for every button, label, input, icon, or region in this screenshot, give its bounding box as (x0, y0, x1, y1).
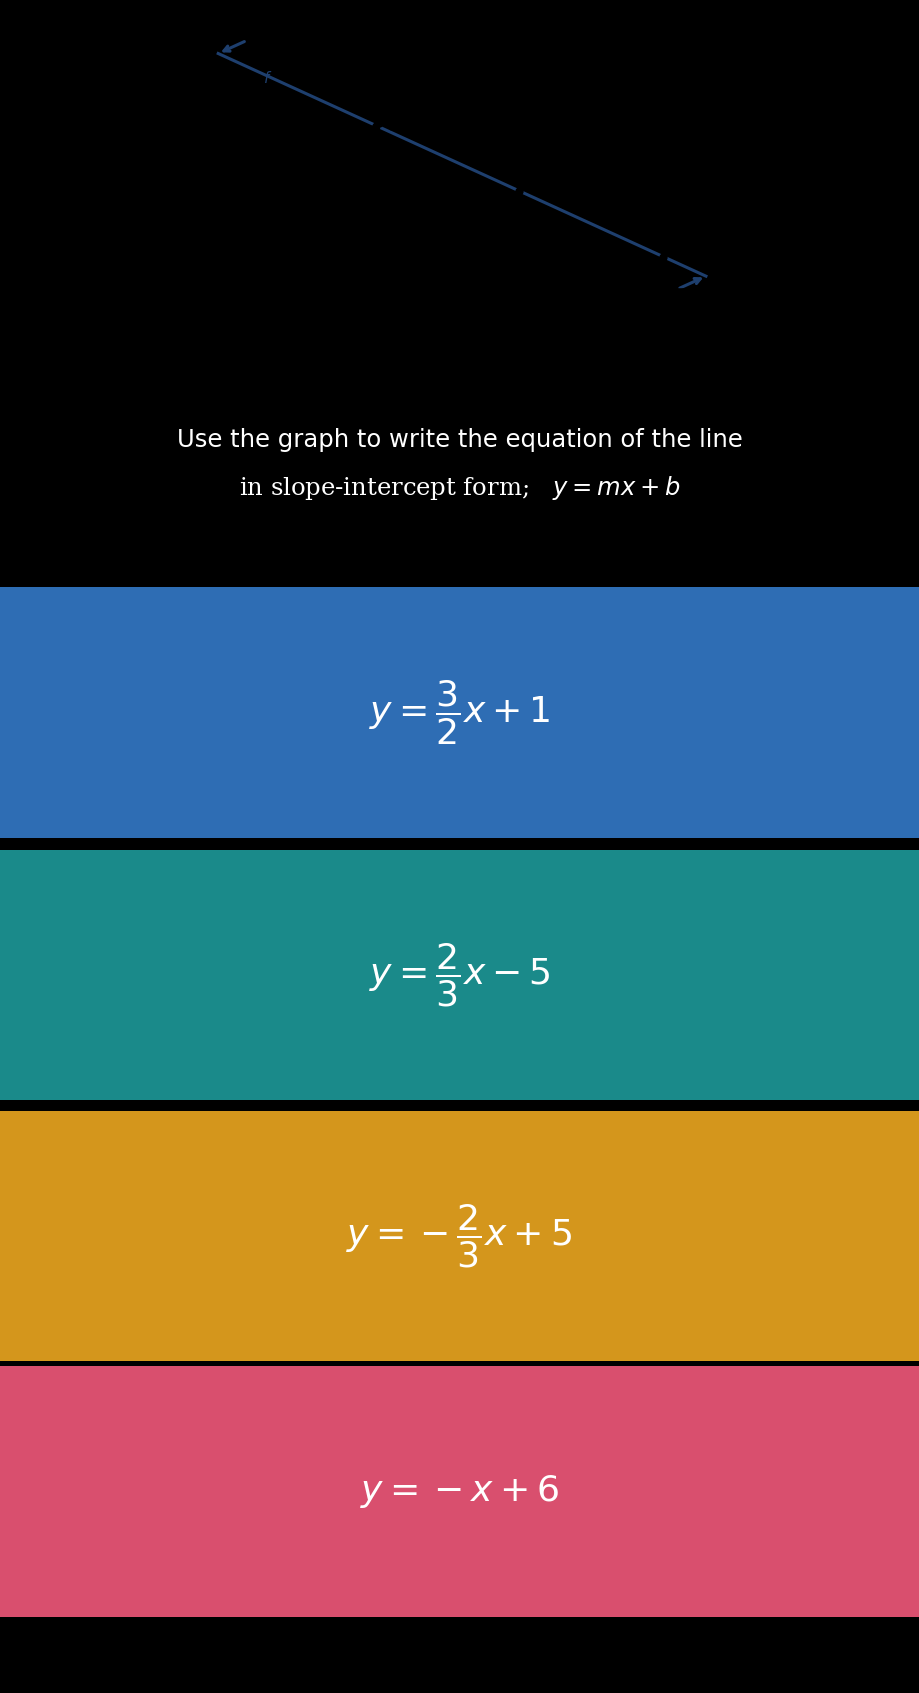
Text: 4: 4 (361, 154, 368, 163)
Text: f: f (264, 71, 269, 86)
Text: $y = -\dfrac{2}{3}x + 5$: $y = -\dfrac{2}{3}x + 5$ (346, 1202, 573, 1270)
Text: (6, 1): (6, 1) (670, 242, 700, 252)
Text: (3, 3): (3, 3) (529, 179, 559, 190)
Text: 3: 3 (361, 186, 368, 196)
Text: Use the graph to write the equation of the line: Use the graph to write the equation of t… (176, 428, 743, 452)
Text: 6: 6 (660, 301, 666, 312)
Text: 3: 3 (516, 301, 523, 312)
Text: 2: 2 (361, 218, 368, 229)
Text: 6: 6 (361, 88, 368, 98)
Text: 7: 7 (708, 301, 714, 312)
Text: -1: -1 (357, 317, 368, 327)
Text: in slope-intercept form;   $y = mx + b$: in slope-intercept form; $y = mx + b$ (239, 474, 680, 501)
Text: (0, 5): (0, 5) (388, 120, 418, 130)
Text: -2: -2 (275, 301, 286, 312)
Text: -1: -1 (323, 301, 334, 312)
Text: 2: 2 (469, 301, 475, 312)
Text: 1: 1 (421, 301, 427, 312)
Text: -2: -2 (357, 350, 368, 359)
Text: 5: 5 (612, 301, 618, 312)
Text: x: x (754, 283, 763, 296)
Text: 1: 1 (361, 252, 368, 261)
Text: 4: 4 (564, 301, 571, 312)
Text: $y = -x + 6$: $y = -x + 6$ (359, 1473, 560, 1510)
Text: -4: -4 (179, 301, 190, 312)
Text: f(x): f(x) (381, 19, 403, 32)
Text: $y = \dfrac{3}{2}x + 1$: $y = \dfrac{3}{2}x + 1$ (369, 679, 550, 747)
Text: $y = \dfrac{2}{3}x - 5$: $y = \dfrac{2}{3}x - 5$ (369, 941, 550, 1009)
Text: 5: 5 (361, 120, 368, 130)
Text: -3: -3 (227, 301, 238, 312)
Text: 7: 7 (361, 56, 368, 64)
